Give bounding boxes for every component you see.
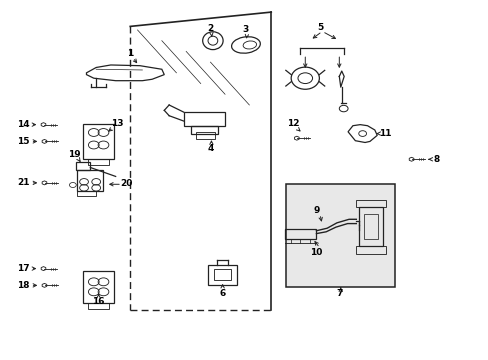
Bar xyxy=(285,229,315,239)
Text: 4: 4 xyxy=(207,144,213,153)
Bar xyxy=(88,159,109,165)
Bar xyxy=(213,269,231,280)
Bar xyxy=(207,265,237,285)
Text: 10: 10 xyxy=(310,248,322,257)
Text: 16: 16 xyxy=(92,297,104,306)
Text: 8: 8 xyxy=(433,155,439,164)
Bar xyxy=(83,271,114,303)
Bar xyxy=(77,191,96,196)
Bar xyxy=(356,246,385,254)
Text: 20: 20 xyxy=(121,179,133,188)
Text: 7: 7 xyxy=(335,289,342,298)
Text: 17: 17 xyxy=(17,264,29,273)
Text: 2: 2 xyxy=(207,24,213,33)
Bar xyxy=(183,112,224,126)
Text: 3: 3 xyxy=(242,26,248,35)
Bar xyxy=(363,214,377,239)
Text: 9: 9 xyxy=(313,206,319,215)
Text: 6: 6 xyxy=(219,289,225,298)
Text: 19: 19 xyxy=(68,150,81,159)
Bar xyxy=(83,123,114,159)
Bar xyxy=(88,303,109,309)
Text: 15: 15 xyxy=(17,137,29,146)
Bar xyxy=(196,132,215,139)
Bar xyxy=(358,207,382,246)
Text: 21: 21 xyxy=(17,178,29,187)
Text: 12: 12 xyxy=(286,120,299,129)
Text: 1: 1 xyxy=(127,49,133,58)
Text: 11: 11 xyxy=(379,129,391,138)
Text: 14: 14 xyxy=(17,120,29,129)
Bar xyxy=(356,200,385,207)
Bar xyxy=(191,126,217,134)
Text: 13: 13 xyxy=(111,119,123,128)
Bar xyxy=(77,170,103,192)
Bar xyxy=(285,184,394,287)
Bar xyxy=(76,162,90,170)
Text: 5: 5 xyxy=(317,23,323,32)
Text: 18: 18 xyxy=(17,281,29,290)
